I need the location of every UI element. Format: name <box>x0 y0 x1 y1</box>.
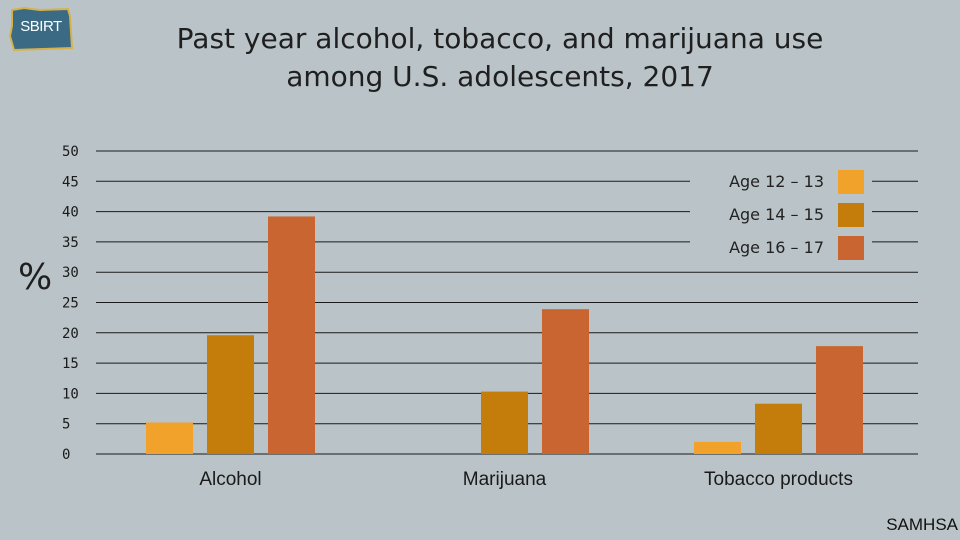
legend-swatch <box>838 236 864 260</box>
y-tick-label: 50 <box>62 144 79 160</box>
legend-item: Age 16 – 17 <box>690 234 872 262</box>
legend-label: Age 12 – 13 <box>729 172 824 191</box>
bars <box>146 216 863 454</box>
legend-item: Age 14 – 15 <box>690 201 872 229</box>
source-credit: SAMHSA <box>886 515 958 534</box>
category-label: Tobacco products <box>704 469 853 490</box>
y-tick-label: 10 <box>62 386 79 402</box>
bar <box>481 391 528 454</box>
bar <box>268 216 315 454</box>
legend-label: Age 14 – 15 <box>729 205 824 224</box>
chart-title: Past year alcohol, tobacco, and marijuan… <box>130 20 870 96</box>
bar <box>816 346 863 454</box>
y-tick-label: 20 <box>62 326 79 342</box>
y-tick-label: 35 <box>62 235 79 251</box>
title-line-1: Past year alcohol, tobacco, and marijuan… <box>176 22 824 55</box>
legend-swatch <box>838 203 864 227</box>
title-line-2: among U.S. adolescents, 2017 <box>286 60 714 93</box>
y-tick-label: 30 <box>62 265 79 281</box>
y-tick-label: 0 <box>62 447 70 463</box>
category-label: Marijuana <box>463 469 547 490</box>
y-tick-label: 25 <box>62 296 79 312</box>
category-labels: Alcohol Marijuana Tobacco products <box>199 469 853 490</box>
oregon-shape-icon <box>8 6 74 52</box>
legend-label: Age 16 – 17 <box>729 238 824 257</box>
y-axis-label: % <box>18 257 53 298</box>
bar <box>755 403 802 454</box>
y-tick-label: 5 <box>62 417 70 433</box>
y-tick-label: 40 <box>62 205 79 221</box>
bar <box>207 335 254 454</box>
bar <box>694 441 741 454</box>
y-tick-label: 15 <box>62 356 79 372</box>
bar <box>542 309 589 454</box>
sbirt-logo <box>8 6 74 52</box>
legend-swatch <box>838 170 864 194</box>
logo-text: SBIRT <box>20 18 62 35</box>
y-tick-label: 45 <box>62 174 79 190</box>
legend: Age 12 – 13 Age 14 – 15 Age 16 – 17 <box>690 166 872 268</box>
category-label: Alcohol <box>199 469 261 490</box>
y-tick-labels: 0 5 10 15 20 25 30 35 40 45 50 <box>62 144 79 463</box>
bar <box>146 422 193 454</box>
legend-item: Age 12 – 13 <box>690 168 872 196</box>
